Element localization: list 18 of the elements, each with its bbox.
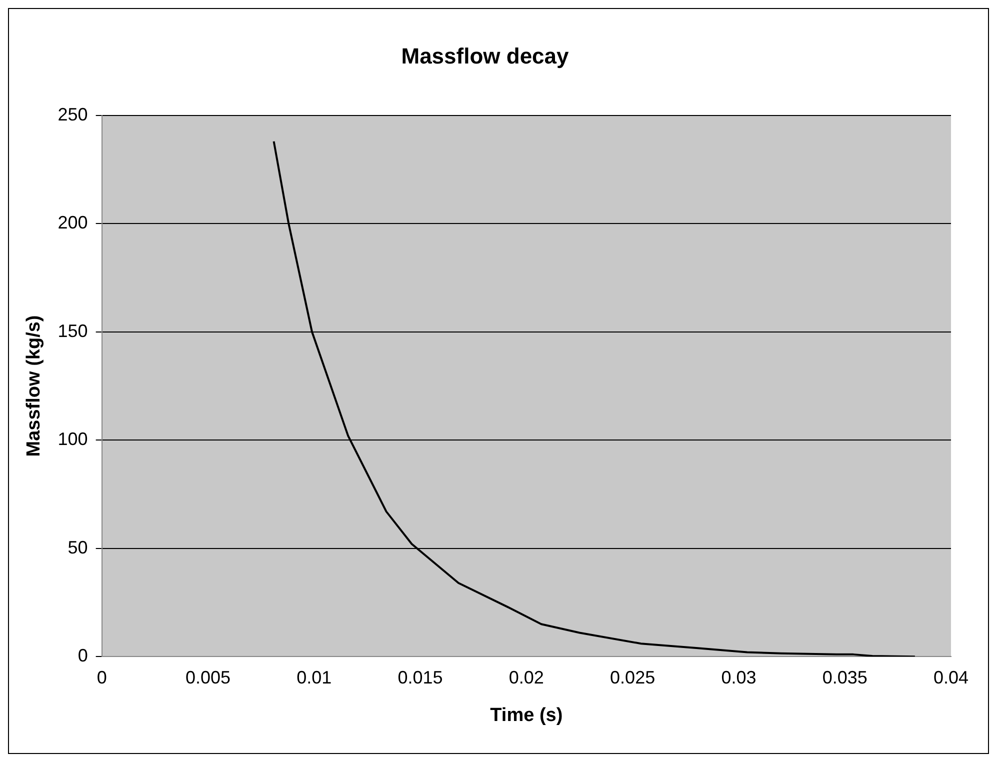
y-tick-label: 0 [78,646,88,666]
x-tick-label: 0.005 [185,667,230,688]
x-tick-label: 0.01 [296,667,332,688]
x-tick-label: 0.02 [508,667,544,688]
y-tick-label: 250 [58,104,88,124]
x-tick-label: 0.015 [398,667,443,688]
x-tick-label: 0.025 [610,667,656,688]
x-tick-label: 0.04 [933,667,969,688]
y-tick-label: 150 [58,320,88,341]
y-tick-label: 100 [58,429,88,450]
x-tick-label: 0.035 [822,667,868,688]
y-tick-label: 50 [68,537,88,558]
x-tick-label: 0.03 [721,667,756,688]
y-axis-title: Massflow (kg/s) [24,315,45,457]
x-axis-title: Time (s) [490,704,563,726]
y-tick-label: 200 [58,212,88,233]
chart-title: Massflow decay [401,43,570,68]
x-tick-label: 0 [96,667,107,688]
